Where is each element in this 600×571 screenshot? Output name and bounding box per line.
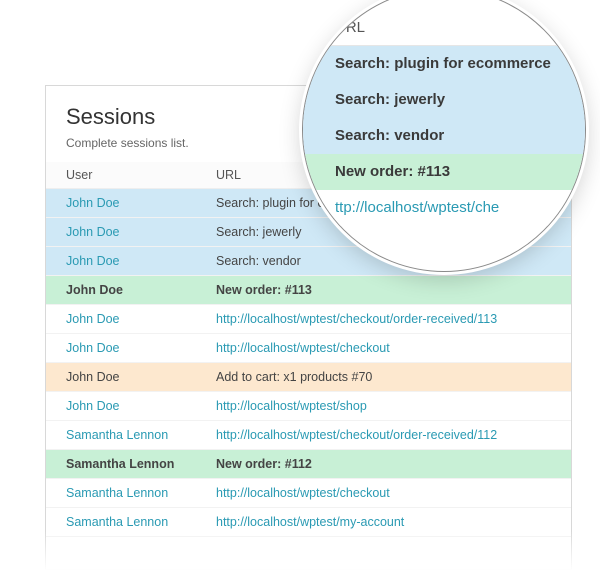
lens-row: New order: #113 (303, 154, 585, 190)
url-cell[interactable]: http://localhost/wptest/checkout/order-r… (216, 428, 497, 442)
lens-row: ttp://localhost/wptest/che (303, 190, 585, 226)
table-row: Samantha Lennon http://localhost/wptest/m… (46, 508, 571, 537)
url-cell[interactable]: http://localhost/wptest/my-account (216, 515, 404, 529)
user-cell[interactable]: Samantha Lennon (66, 515, 168, 529)
table-row: Samantha Lennon http://localhost/wptest/c… (46, 421, 571, 450)
url-cell: New order: #112 (216, 457, 312, 471)
table-row: John Doe http://localhost/wptest/checkout… (46, 305, 571, 334)
column-header-user: User (66, 168, 216, 182)
url-cell[interactable]: http://localhost/wptest/checkout/order-r… (216, 312, 497, 326)
url-cell: Search: jewerly (216, 225, 301, 239)
url-cell[interactable]: http://localhost/wptest/shop (216, 399, 367, 413)
user-cell[interactable]: John Doe (66, 196, 120, 210)
table-row: John Doe New order: #113 (46, 276, 571, 305)
lens-text: Search: plugin for ecommerce (335, 55, 551, 72)
table-row: John Doe http://localhost/wptest/shop (46, 392, 571, 421)
url-cell: Search: vendor (216, 254, 301, 268)
user-cell[interactable]: John Doe (66, 254, 120, 268)
url-cell: Add to cart: x1 products #70 (216, 370, 372, 384)
user-cell[interactable]: John Doe (66, 399, 120, 413)
table-row: John Doe Add to cart: x1 products #70 (46, 363, 571, 392)
user-cell: John Doe (66, 283, 123, 297)
user-cell[interactable]: Samantha Lennon (66, 428, 168, 442)
lens-row: Search: plugin for ecommerce (303, 46, 585, 82)
url-cell: New order: #113 (216, 283, 312, 297)
lens-header: URL (335, 19, 365, 42)
magnifier-lens: URL Search: plugin for ecommerce Search: … (302, 0, 586, 272)
lens-text: Search: vendor (335, 127, 444, 144)
table-row: Samantha Lennon http://localhost/wptest/c… (46, 479, 571, 508)
lens-text: New order: #113 (335, 163, 450, 180)
lens-row: Search: vendor (303, 118, 585, 154)
lens-row: Search: jewerly (303, 82, 585, 118)
url-cell[interactable]: http://localhost/wptest/checkout (216, 341, 390, 355)
user-cell: Samantha Lennon (66, 457, 174, 471)
table-row: Samantha Lennon New order: #112 (46, 450, 571, 479)
url-cell[interactable]: http://localhost/wptest/checkout (216, 486, 390, 500)
user-cell[interactable]: John Doe (66, 225, 120, 239)
user-cell[interactable]: John Doe (66, 341, 120, 355)
lens-text: Search: jewerly (335, 91, 445, 108)
user-cell[interactable]: Samantha Lennon (66, 486, 168, 500)
user-cell: John Doe (66, 370, 120, 384)
user-cell[interactable]: John Doe (66, 312, 120, 326)
lens-url-link[interactable]: ttp://localhost/wptest/che (335, 199, 499, 216)
table-row: John Doe http://localhost/wptest/checkout (46, 334, 571, 363)
